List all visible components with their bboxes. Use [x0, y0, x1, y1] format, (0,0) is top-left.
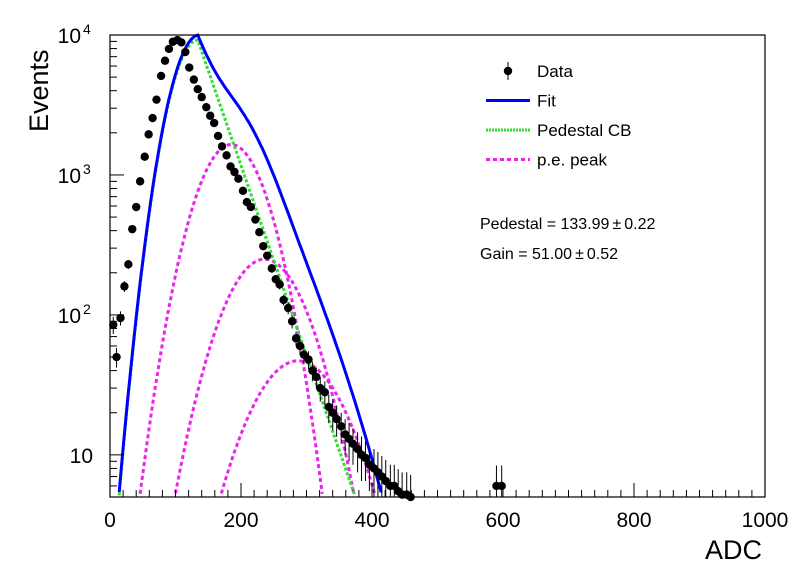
data-point-12: [156, 71, 166, 81]
data-point-20: [189, 75, 199, 84]
x-tick-label-5: 1000: [742, 509, 789, 532]
legend-label-1: Fit: [537, 92, 556, 111]
y-tick-exponent-1: 3: [83, 161, 91, 177]
data-point-26: [213, 131, 223, 141]
data-point-11: [152, 95, 161, 104]
data-point-14: [164, 44, 174, 54]
legend-marker: [503, 66, 513, 76]
data-point-22: [197, 92, 206, 102]
data-point-19: [185, 63, 194, 72]
x-axis-title: ADC: [705, 535, 762, 565]
data-point-25: [209, 118, 219, 128]
data-point-43: [283, 303, 293, 313]
data-point-0: [109, 320, 118, 329]
data-point-52: [320, 388, 330, 397]
data-point-34: [246, 202, 256, 212]
pedestal-cb-curve: [117, 38, 357, 497]
data-point-50: [312, 372, 321, 382]
data-point-23: [202, 102, 211, 112]
data-point-28: [222, 151, 231, 160]
data-point-41: [275, 280, 284, 289]
data-point-30: [230, 167, 239, 177]
data-point-35: [251, 215, 260, 224]
data-point-2: [116, 313, 125, 323]
x-tick-label-2: 400: [354, 509, 389, 532]
x-tick-label-1: 200: [223, 509, 258, 532]
pe-peak-curve-1: [138, 143, 324, 494]
data-point-75: [497, 481, 506, 491]
gain-annotation: Gain = 51.00 ±0.52: [480, 246, 618, 263]
data-point-54: [328, 408, 337, 417]
data-point-45: [291, 334, 301, 343]
y-tick-exponent-0: 4: [83, 21, 91, 37]
y-tick-label-3: 10: [70, 445, 93, 468]
x-tick-label-0: 0: [104, 509, 116, 532]
data-point-39: [267, 264, 276, 273]
data-point-24: [206, 111, 215, 120]
fit-annotations: Pedestal = 133.99 ±0.22 Gain = 51.00 ±0.52: [480, 216, 655, 263]
data-point-5: [128, 224, 137, 234]
x-tick-label-4: 800: [616, 509, 651, 532]
data-point-46: [295, 341, 305, 351]
y-tick-label-2: 10: [58, 305, 81, 328]
y-axis-title: Events: [24, 49, 54, 132]
data-point-55: [332, 414, 341, 424]
data-point-9: [144, 130, 153, 139]
data-point-36: [255, 227, 264, 237]
data-point-38: [263, 251, 272, 260]
y-tick-exponent-2: 2: [83, 301, 91, 317]
data-point-18: [181, 47, 190, 57]
data-points-layer: [109, 35, 506, 502]
y-tick-label-1: 10: [58, 165, 81, 188]
data-point-48: [304, 355, 313, 364]
data-point-13: [160, 56, 170, 65]
data-point-62: [361, 453, 370, 463]
data-point-37: [259, 241, 268, 251]
data-point-31: [234, 174, 243, 183]
data-point-8: [140, 152, 149, 161]
fit-curve: [117, 33, 383, 493]
pe-peak-curve-2: [174, 257, 356, 494]
data-point-4: [124, 260, 133, 269]
data-point-49: [308, 366, 317, 375]
data-point-3: [120, 282, 129, 291]
y-tick-label-0: 10: [58, 25, 81, 48]
legend-label-3: p.e. peak: [537, 151, 607, 170]
data-point-44: [287, 317, 297, 326]
data-point-56: [337, 422, 346, 431]
pe-peak-curve-3: [219, 359, 377, 494]
data-point-27: [217, 142, 227, 151]
legend-label-2: Pedestal CB: [537, 121, 632, 140]
x-tick-label-3: 600: [485, 509, 520, 532]
pedestal-annotation: Pedestal = 133.99 ±0.22: [480, 216, 655, 233]
legend-label-0: Data: [537, 62, 573, 81]
data-point-32: [238, 186, 248, 196]
curves-layer: [117, 33, 383, 497]
data-point-10: [148, 113, 157, 123]
data-point-17: [177, 38, 186, 47]
data-point-7: [135, 177, 145, 186]
data-point-42: [279, 295, 288, 305]
data-point-6: [132, 202, 141, 212]
data-point-21: [193, 84, 202, 94]
x-axis-ticks: 0 200 400 600 800 1000: [104, 483, 788, 532]
legend: Data Fit Pedestal CB p.e. peak: [486, 62, 632, 170]
